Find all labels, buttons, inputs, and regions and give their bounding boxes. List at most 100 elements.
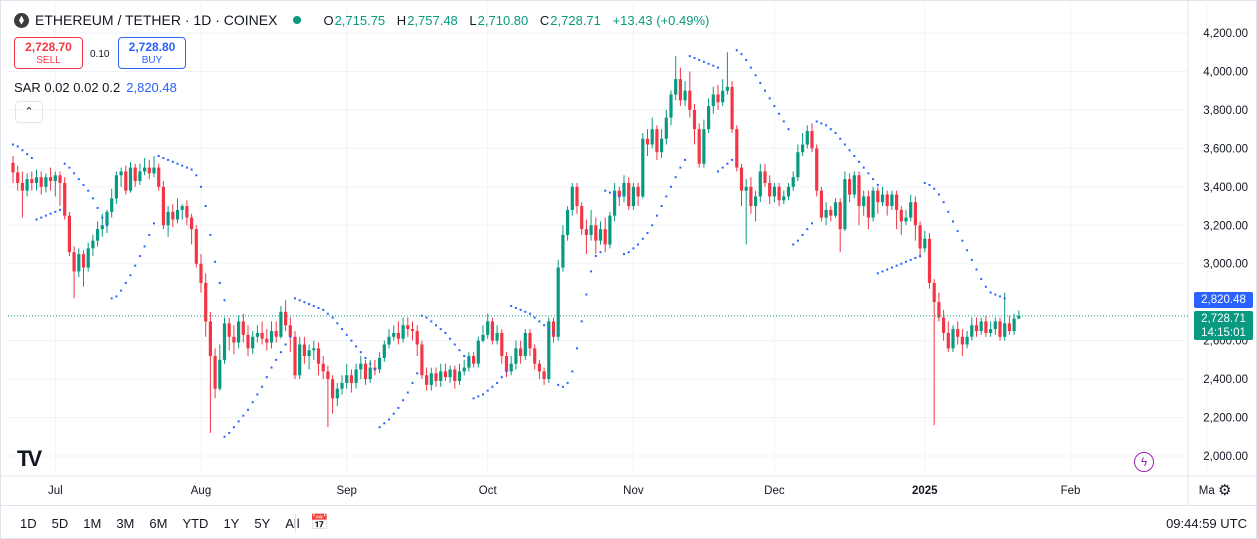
sar-dot <box>820 122 823 125</box>
candle-body <box>627 182 631 207</box>
range-1y-button[interactable]: 1Y <box>223 516 240 531</box>
sar-dot <box>999 295 1001 298</box>
candle-body <box>335 388 339 399</box>
sar-indicator-legend[interactable]: SAR 0.02 0.02 0.2 2,820.48 <box>14 80 177 95</box>
sar-dot <box>439 328 442 331</box>
range-3m-button[interactable]: 3M <box>116 516 135 531</box>
sar-dot <box>317 306 320 309</box>
sar-dot <box>120 289 123 292</box>
candle-body <box>218 359 222 389</box>
candle-body <box>208 321 212 357</box>
candle-body <box>570 186 574 210</box>
candle-body <box>25 179 29 191</box>
sar-dot <box>209 233 212 236</box>
sar-dot <box>890 266 893 269</box>
candle-body <box>636 186 640 197</box>
candle-body <box>72 252 76 272</box>
sar-dot <box>858 160 860 163</box>
sar-dot <box>486 389 489 392</box>
candle-body <box>58 175 62 183</box>
collapse-legend-button[interactable]: ⌃ <box>15 101 43 123</box>
gear-icon[interactable]: ⚙ <box>1218 482 1232 499</box>
utc-clock[interactable]: 09:44:59 UTC <box>1166 516 1247 531</box>
candle-body <box>843 179 847 230</box>
candle-body <box>848 179 852 195</box>
candle-body <box>786 186 791 197</box>
sar-dot <box>157 155 160 158</box>
x-tick-label: Ma <box>1199 485 1216 497</box>
buy-button[interactable]: 2,728.80 BUY <box>118 37 186 69</box>
candle-body <box>791 177 795 187</box>
sar-dot <box>458 349 461 352</box>
range-1d-button[interactable]: 1D <box>20 516 37 531</box>
sar-dot <box>176 162 179 165</box>
range-5y-button[interactable]: 5Y <box>254 516 271 531</box>
candle-body <box>838 202 842 230</box>
close-value: 2,728.71 <box>550 12 601 28</box>
y-tick-label: 2,200.00 <box>1203 413 1248 425</box>
candle-body <box>566 209 570 235</box>
candle-body <box>415 331 419 345</box>
sar-dot <box>284 343 287 346</box>
sar-dot <box>782 120 785 123</box>
chevron-up-icon: ⌃ <box>24 106 34 118</box>
x-tick-label: Jul <box>48 485 63 497</box>
range-6m-button[interactable]: 6M <box>149 516 168 531</box>
sar-dot <box>110 297 113 300</box>
sar-dot <box>825 124 828 127</box>
high-label: H <box>396 12 407 28</box>
sar-dot <box>256 393 259 396</box>
range-1m-button[interactable]: 1M <box>83 516 102 531</box>
sar-dot <box>26 153 29 156</box>
sar-dot <box>73 172 76 175</box>
sar-dot <box>77 178 80 181</box>
candle-body <box>598 229 603 241</box>
candle-body <box>880 194 885 203</box>
sar-dot <box>331 316 334 319</box>
candle-body <box>556 267 560 337</box>
y-tick-label: 4,000.00 <box>1203 66 1248 78</box>
y-tick-label: 3,800.00 <box>1203 105 1248 117</box>
go-to-date-calendar-icon[interactable]: 📅 <box>310 514 329 531</box>
sar-dot <box>848 149 851 152</box>
symbol-header: ETHEREUM / TETHER · 1D · COINEX O2,715.7… <box>14 12 717 28</box>
sar-dot <box>942 201 945 204</box>
candle-body <box>20 182 24 191</box>
market-status-icon[interactable] <box>293 16 302 24</box>
sar-dot <box>411 381 414 384</box>
range-5d-button[interactable]: 5D <box>51 516 69 531</box>
sell-button[interactable]: 2,728.70 SELL <box>14 37 83 69</box>
sar-dot <box>989 291 992 294</box>
sar-dot <box>247 408 249 411</box>
range-ytd-button[interactable]: YTD <box>182 516 209 531</box>
candle-body <box>674 79 678 95</box>
sar-dot <box>524 310 527 313</box>
candle-body <box>298 344 302 376</box>
sar-dot <box>975 268 978 271</box>
sar-dot <box>665 195 668 198</box>
date-range-selector: 1D 5D 1M 3M 6M YTD 1Y 5Y All <box>20 516 315 531</box>
candle-body <box>222 323 227 360</box>
sar-dot <box>557 383 560 386</box>
sar-dot <box>336 322 339 325</box>
candle-body <box>368 367 372 380</box>
sar-dot <box>980 278 983 281</box>
sar-dot <box>764 89 766 92</box>
candle-body <box>11 162 15 173</box>
candle-body <box>190 217 194 230</box>
lightning-icon[interactable]: ϟ <box>1134 452 1154 472</box>
symbol-title[interactable]: ETHEREUM / TETHER · 1D · COINEX <box>35 12 278 28</box>
candle-body <box>904 217 908 222</box>
sar-dot <box>674 176 677 179</box>
candle-body <box>989 329 993 333</box>
range-all-button[interactable]: All <box>285 516 300 531</box>
sar-dot <box>707 62 710 65</box>
candle-body <box>551 321 556 337</box>
sar-dot <box>651 224 654 227</box>
candle-body <box>49 177 53 182</box>
sar-dot <box>843 143 846 146</box>
candle-body <box>758 171 762 197</box>
sar-dot <box>275 358 278 361</box>
tradingview-logo[interactable]: TV <box>17 446 42 471</box>
